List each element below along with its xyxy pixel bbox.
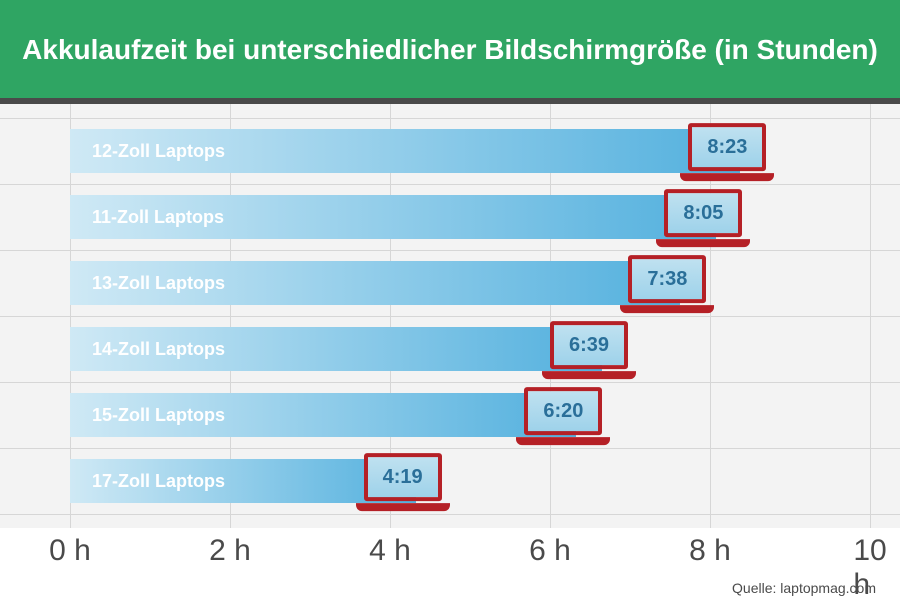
bar-label: 11-Zoll Laptops <box>92 207 224 228</box>
gridline-horizontal <box>0 382 900 383</box>
bar: 13-Zoll Laptops7:38 <box>70 261 680 305</box>
bar-row: 12-Zoll Laptops8:23 <box>70 129 740 173</box>
laptop-screen: 6:39 <box>550 321 628 369</box>
laptop-base <box>656 239 750 247</box>
chart-header: Akkulaufzeit bei unterschiedlicher Bilds… <box>0 0 900 98</box>
gridline-horizontal <box>0 118 900 119</box>
laptop-screen: 7:38 <box>628 255 706 303</box>
laptop-icon: 4:19 <box>356 453 450 511</box>
laptop-base <box>356 503 450 511</box>
gridline-horizontal <box>0 250 900 251</box>
bar-label: 15-Zoll Laptops <box>92 405 225 426</box>
gridline-horizontal <box>0 448 900 449</box>
gridline-horizontal <box>0 514 900 515</box>
source-prefix: Quelle: <box>732 580 780 596</box>
x-axis-label: 4 h <box>369 534 411 568</box>
bar-value: 8:23 <box>707 136 747 159</box>
laptop-screen: 4:19 <box>364 453 442 501</box>
bar-row: 13-Zoll Laptops7:38 <box>70 261 680 305</box>
laptop-icon: 6:20 <box>516 387 610 445</box>
plot-area: 12-Zoll Laptops8:2311-Zoll Laptops8:0513… <box>0 104 900 528</box>
bar-value: 4:19 <box>383 466 423 489</box>
source-value: laptopmag.com <box>780 580 876 596</box>
laptop-screen: 8:05 <box>664 189 742 237</box>
laptop-screen: 6:20 <box>524 387 602 435</box>
x-axis-label: 0 h <box>49 534 91 568</box>
footer: Quelle: laptopmag.com <box>0 578 900 600</box>
bar-row: 11-Zoll Laptops8:05 <box>70 195 716 239</box>
bar-row: 17-Zoll Laptops4:19 <box>70 459 416 503</box>
x-axis-label: 6 h <box>529 534 571 568</box>
bar: 17-Zoll Laptops4:19 <box>70 459 416 503</box>
laptop-icon: 7:38 <box>620 255 714 313</box>
laptop-icon: 6:39 <box>542 321 636 379</box>
gridline-horizontal <box>0 316 900 317</box>
bar-row: 15-Zoll Laptops6:20 <box>70 393 576 437</box>
bar-value: 6:20 <box>543 400 583 423</box>
laptop-screen: 8:23 <box>688 123 766 171</box>
bar-value: 6:39 <box>569 334 609 357</box>
laptop-base <box>516 437 610 445</box>
chart-title: Akkulaufzeit bei unterschiedlicher Bilds… <box>22 32 878 67</box>
laptop-base <box>680 173 774 181</box>
bar-label: 14-Zoll Laptops <box>92 339 225 360</box>
source-text: Quelle: laptopmag.com <box>732 580 876 596</box>
bar-label: 17-Zoll Laptops <box>92 471 225 492</box>
laptop-icon: 8:05 <box>656 189 750 247</box>
bar-value: 8:05 <box>683 202 723 225</box>
bar-value: 7:38 <box>647 268 687 291</box>
bar: 12-Zoll Laptops8:23 <box>70 129 740 173</box>
laptop-base <box>620 305 714 313</box>
x-axis-label: 2 h <box>209 534 251 568</box>
bar-row: 14-Zoll Laptops6:39 <box>70 327 602 371</box>
bar: 11-Zoll Laptops8:05 <box>70 195 716 239</box>
laptop-base <box>542 371 636 379</box>
bar-label: 13-Zoll Laptops <box>92 273 225 294</box>
laptop-icon: 8:23 <box>680 123 774 181</box>
x-axis: 0 h2 h4 h6 h8 h10 h <box>0 528 900 578</box>
x-axis-label: 8 h <box>689 534 731 568</box>
bar: 14-Zoll Laptops6:39 <box>70 327 602 371</box>
bar-label: 12-Zoll Laptops <box>92 141 225 162</box>
bar: 15-Zoll Laptops6:20 <box>70 393 576 437</box>
gridline-horizontal <box>0 184 900 185</box>
